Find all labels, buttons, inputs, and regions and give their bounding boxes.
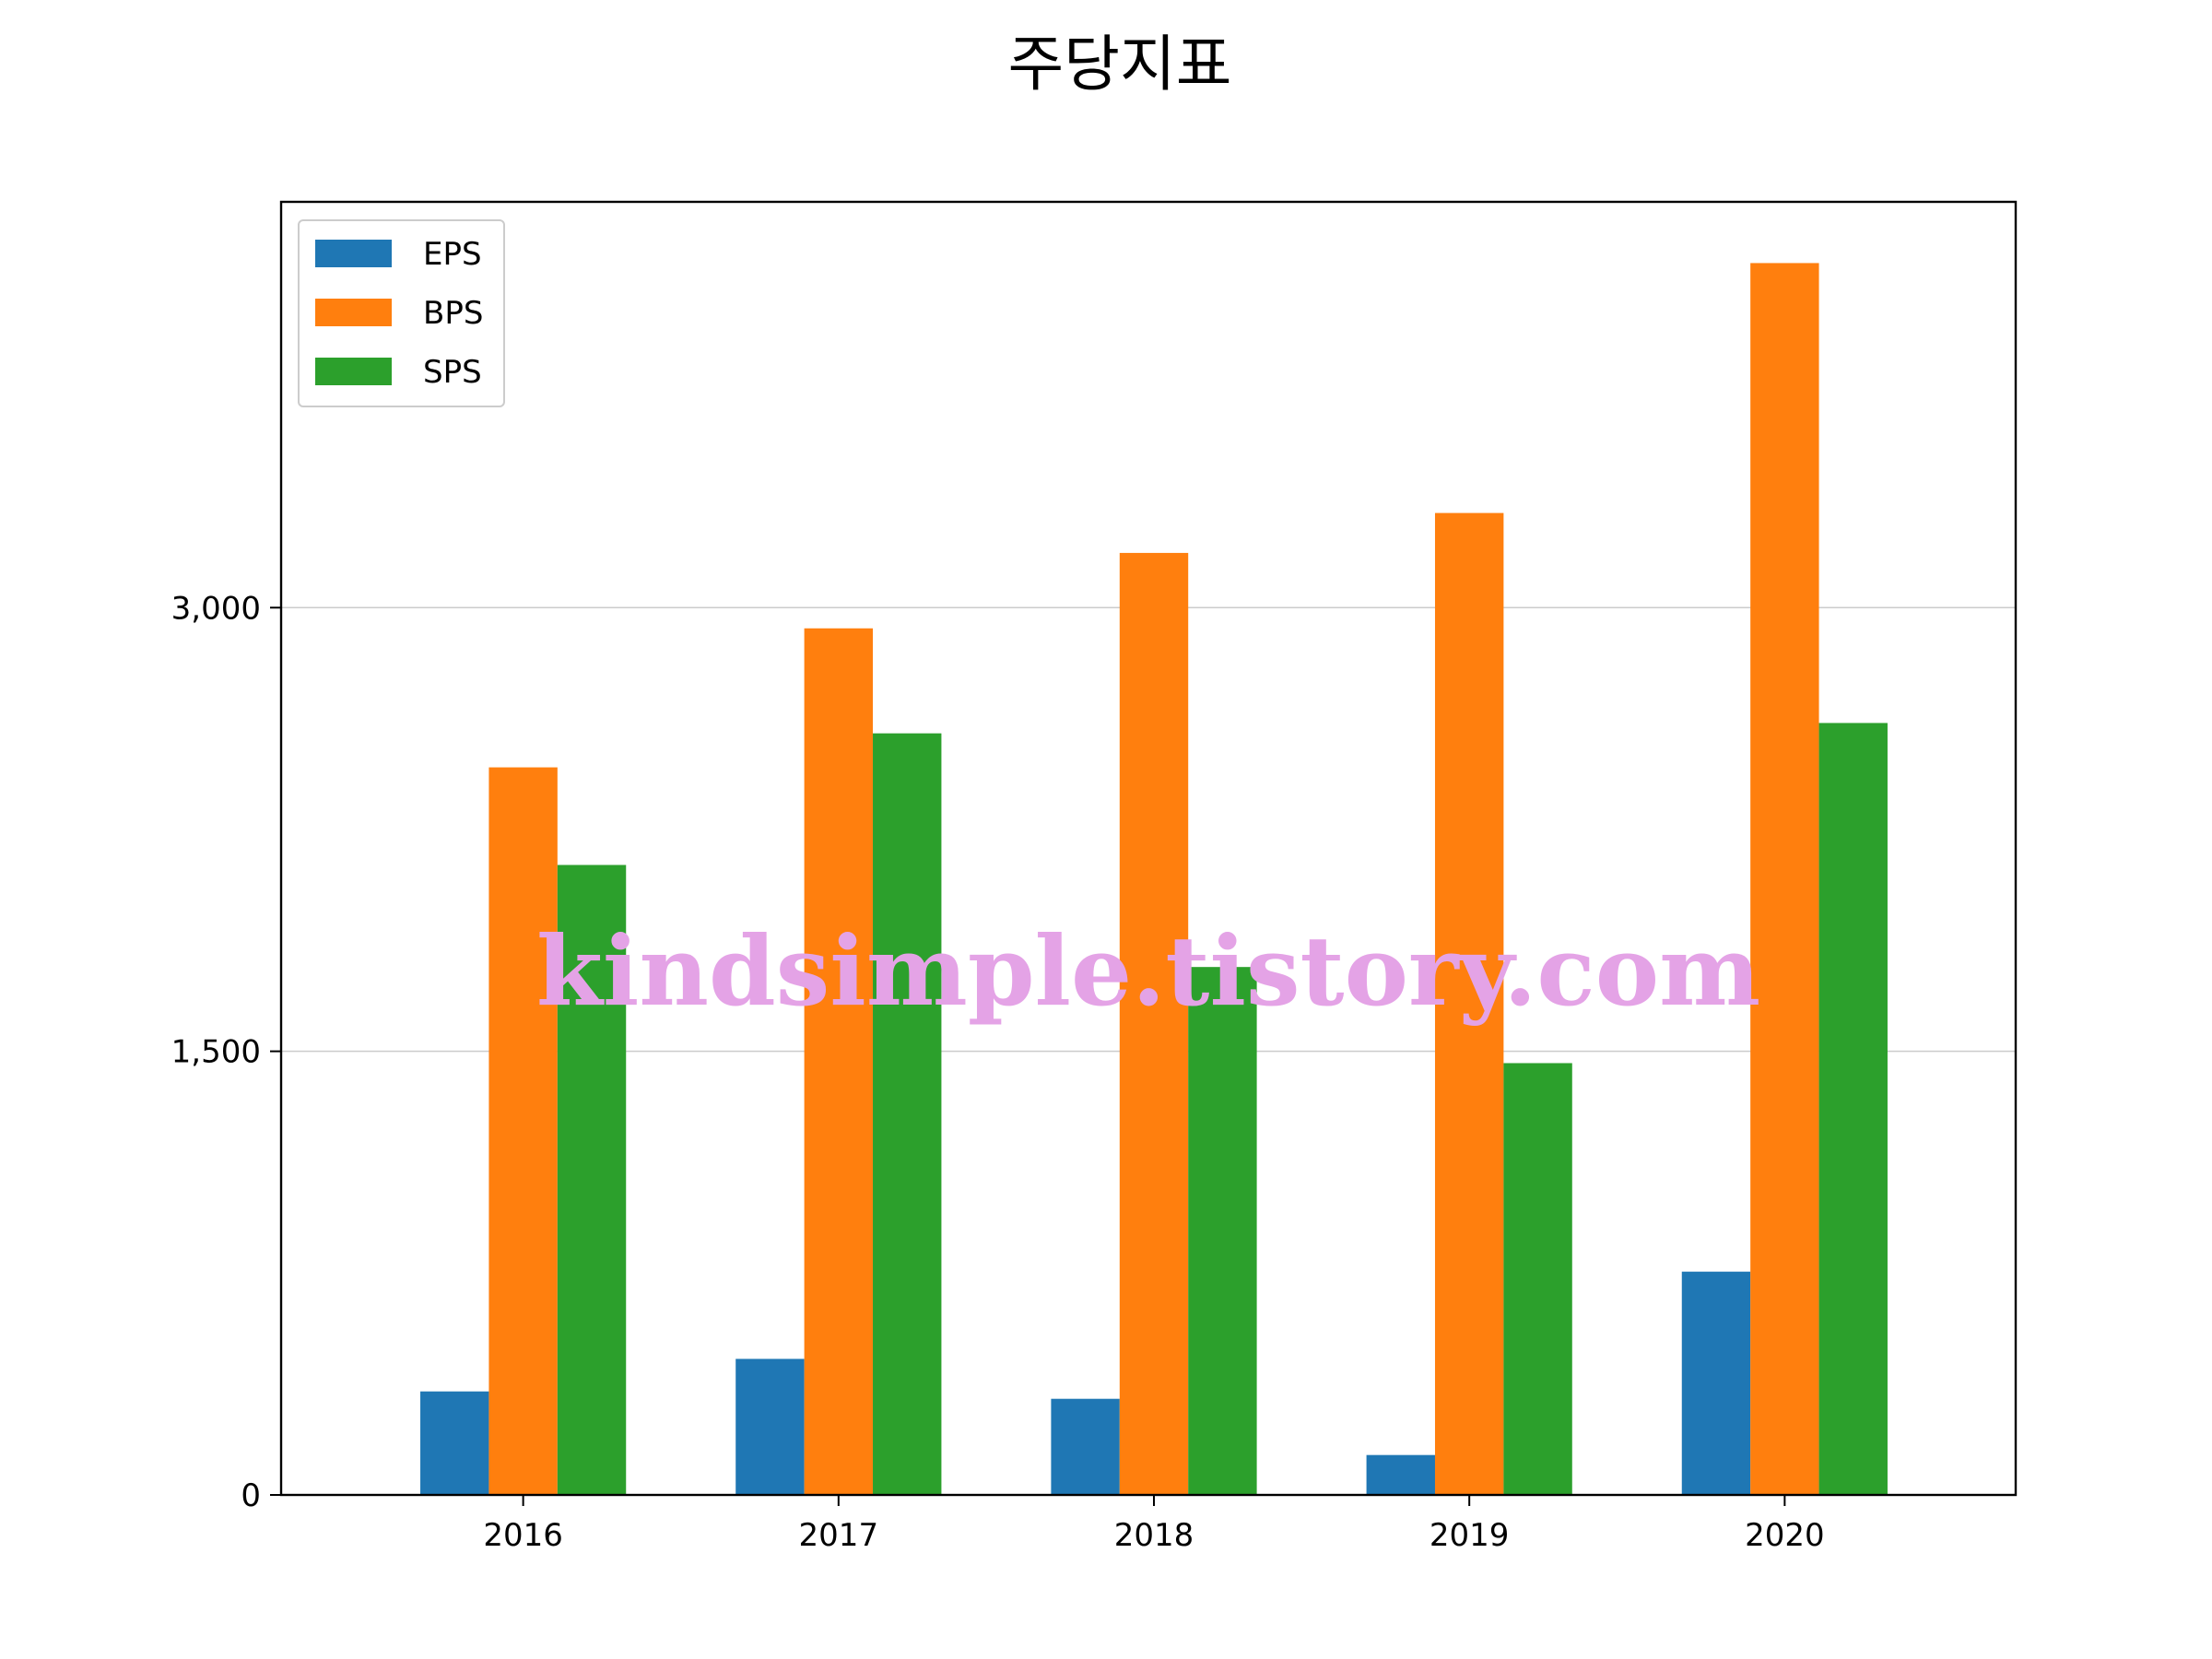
legend: EPS BPS SPS [298, 219, 505, 407]
plot-frame [279, 200, 2018, 1497]
bar-bps-2019 [1434, 512, 1504, 1496]
watermark: kindsimple.tistory.com [536, 914, 1760, 1028]
y-tick-label: 3,000 [171, 590, 261, 627]
bar-eps-2017 [735, 1359, 805, 1495]
legend-swatch-eps [315, 240, 392, 267]
bar-bps-2018 [1119, 552, 1189, 1495]
legend-swatch-sps [315, 358, 392, 385]
legend-label-eps: EPS [423, 236, 482, 273]
bars [420, 263, 1888, 1496]
x-axis-ticks: 2016 2017 2018 2019 2020 [483, 1495, 1825, 1554]
bar-eps-2018 [1051, 1398, 1120, 1495]
chart-title: 주당지표 [1008, 29, 1232, 100]
y-axis-ticks: 0 1,500 3,000 [171, 590, 281, 1514]
x-tick-label: 2016 [483, 1517, 563, 1554]
legend-swatch-bps [315, 299, 392, 326]
bar-eps-2019 [1366, 1454, 1435, 1495]
bar-sps-2016 [557, 865, 627, 1495]
bar-sps-2019 [1503, 1063, 1572, 1495]
x-tick-label: 2019 [1430, 1517, 1510, 1554]
legend-label-bps: BPS [423, 295, 483, 332]
bar-sps-2020 [1818, 723, 1888, 1495]
bar-eps-2016 [420, 1391, 489, 1495]
x-tick-label: 2017 [799, 1517, 879, 1554]
y-tick-label: 0 [241, 1477, 261, 1514]
legend-label-sps: SPS [423, 354, 482, 391]
x-tick-label: 2018 [1114, 1517, 1194, 1554]
bar-bps-2020 [1750, 263, 1819, 1495]
y-tick-label: 1,500 [171, 1034, 261, 1071]
bar-eps-2020 [1681, 1271, 1751, 1495]
bar-sps-2018 [1188, 967, 1257, 1495]
bar-bps-2017 [804, 628, 874, 1495]
bar-sps-2017 [873, 733, 942, 1495]
bar-bps-2016 [488, 767, 558, 1495]
x-tick-label: 2020 [1745, 1517, 1825, 1554]
